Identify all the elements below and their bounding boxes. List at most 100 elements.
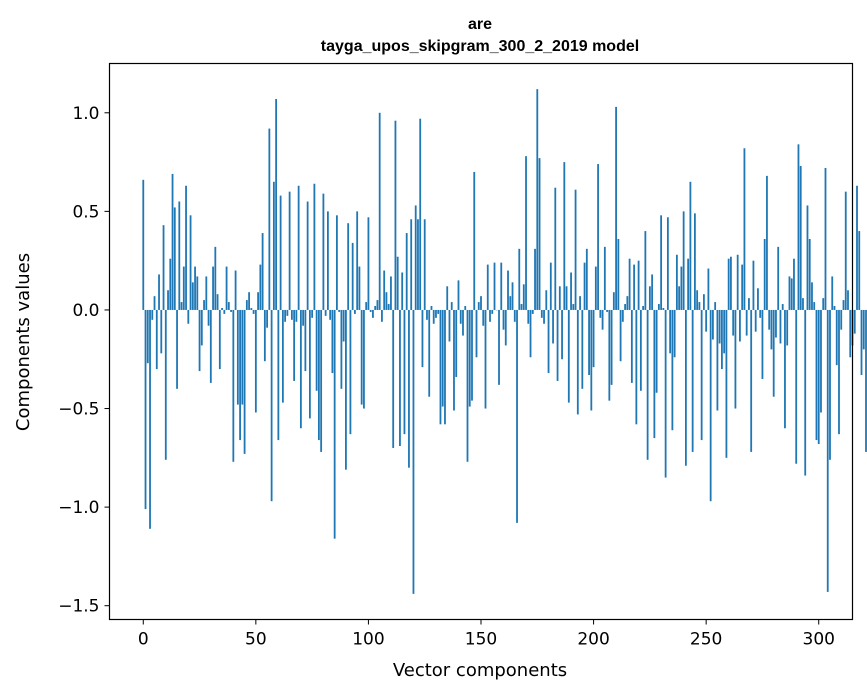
x-tick-label: 100 xyxy=(352,630,384,650)
x-tick-label: 300 xyxy=(803,630,835,650)
bar xyxy=(597,164,599,310)
bar xyxy=(450,302,453,310)
bar xyxy=(333,309,336,539)
bar xyxy=(491,309,494,314)
bar xyxy=(509,296,512,310)
bar xyxy=(793,258,795,310)
bar xyxy=(725,309,728,458)
bar xyxy=(684,309,687,466)
bar xyxy=(239,309,241,441)
bar xyxy=(653,309,656,439)
bar xyxy=(630,309,633,383)
bar xyxy=(804,309,807,476)
y-tick-label: 0.0 xyxy=(72,301,99,321)
bar xyxy=(610,309,613,385)
bar xyxy=(727,258,730,310)
bar xyxy=(732,309,735,336)
bar xyxy=(856,185,858,310)
bar xyxy=(408,309,410,468)
bar xyxy=(734,309,737,409)
bar xyxy=(270,309,273,502)
bar xyxy=(392,309,395,448)
bar xyxy=(441,309,444,407)
bar xyxy=(621,309,624,322)
bar xyxy=(423,219,426,310)
bar xyxy=(797,144,800,310)
bar xyxy=(750,309,753,452)
bar xyxy=(306,201,309,310)
bar xyxy=(817,309,820,445)
bar xyxy=(189,215,192,310)
bar xyxy=(421,309,424,368)
bar xyxy=(320,309,323,452)
bar xyxy=(507,270,509,310)
bar xyxy=(594,266,597,310)
bar xyxy=(200,309,203,346)
bar xyxy=(232,309,235,462)
x-tick-label: 150 xyxy=(465,630,497,650)
bar xyxy=(311,309,314,318)
bar xyxy=(471,309,473,401)
bar xyxy=(853,309,856,334)
bar xyxy=(167,290,169,310)
bar xyxy=(299,309,302,429)
bar xyxy=(385,292,388,310)
bar xyxy=(243,309,246,454)
bar xyxy=(473,171,476,310)
bar xyxy=(338,309,341,312)
bar xyxy=(365,302,368,310)
bar xyxy=(700,309,703,441)
bar xyxy=(824,167,827,310)
bar xyxy=(308,309,311,419)
bar xyxy=(387,304,390,310)
bar xyxy=(405,233,408,310)
bar xyxy=(354,309,356,314)
bar xyxy=(444,309,446,425)
y-tick-label: −1.0 xyxy=(58,498,99,518)
bar xyxy=(766,175,768,310)
bar xyxy=(468,309,471,407)
bar xyxy=(351,242,354,310)
bar xyxy=(768,309,771,330)
bar xyxy=(209,309,212,383)
bar xyxy=(297,185,300,310)
bar xyxy=(718,309,721,344)
bar xyxy=(340,309,343,389)
bar xyxy=(842,300,845,310)
bar xyxy=(250,307,253,310)
bar xyxy=(588,309,590,376)
bar xyxy=(173,207,176,310)
bar xyxy=(480,296,482,310)
y-axis-label: Components values xyxy=(13,253,34,431)
bar xyxy=(257,292,260,310)
bar xyxy=(158,274,160,310)
bar xyxy=(448,309,451,342)
bar xyxy=(633,264,636,310)
bar xyxy=(820,309,822,413)
bar xyxy=(687,258,690,310)
bar xyxy=(367,217,370,310)
bar xyxy=(345,309,347,470)
bar xyxy=(739,309,741,342)
bar xyxy=(666,217,669,310)
bar xyxy=(394,120,397,310)
bar xyxy=(376,300,379,310)
bar xyxy=(516,309,518,523)
bar xyxy=(230,309,232,312)
bar xyxy=(563,162,566,310)
bar xyxy=(779,309,782,344)
bar xyxy=(169,258,172,310)
bar xyxy=(574,189,577,310)
bar xyxy=(829,309,831,460)
bar xyxy=(858,231,861,310)
bar xyxy=(680,266,683,310)
bar xyxy=(759,309,762,318)
bar xyxy=(702,294,705,310)
bar xyxy=(567,309,570,403)
bar xyxy=(581,309,584,389)
bar xyxy=(358,266,361,310)
bar xyxy=(669,309,672,354)
bar xyxy=(511,282,514,310)
bar xyxy=(182,266,185,310)
bar xyxy=(437,309,440,314)
